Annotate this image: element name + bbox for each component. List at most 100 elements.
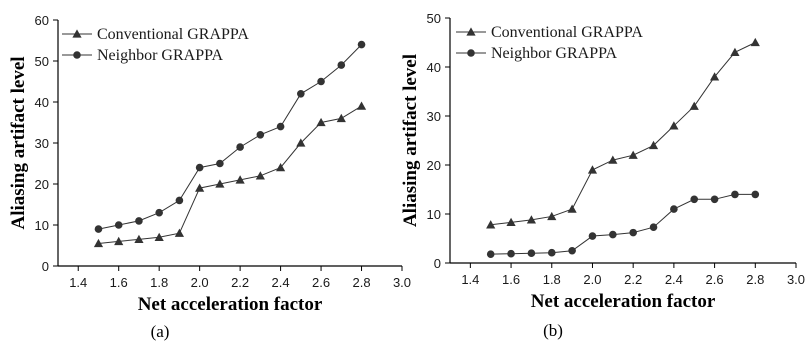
legend-label: Conventional GRAPPA <box>491 24 643 41</box>
x-axis-title: Net acceleration factor <box>138 294 323 315</box>
legend-marker <box>466 27 476 36</box>
data-point <box>547 211 557 221</box>
data-point <box>195 183 205 192</box>
legend-label: Conventional GRAPPA <box>97 26 249 43</box>
panel-b: 0 10 20 30 40 50 1.4 1.6 1.8 2.0 2.2 2.4 2.6 2.8 3.0 Ne… <box>400 11 805 340</box>
y-tick-label: 20 <box>427 158 441 173</box>
data-point <box>486 220 496 229</box>
data-point <box>297 90 305 98</box>
y-tick-label: 10 <box>35 218 49 233</box>
legend-item: Neighbor GRAPPA <box>456 45 618 62</box>
data-point <box>628 150 638 159</box>
data-point <box>195 163 204 172</box>
data-point <box>486 250 495 258</box>
x-axis-title: Net acceleration factor <box>531 291 716 312</box>
x-tick-label: 2.0 <box>191 275 209 290</box>
legend-marker <box>467 49 475 57</box>
data-point <box>609 230 617 239</box>
data-point <box>316 117 326 127</box>
x-tick-label: 1.4 <box>69 275 87 290</box>
legend-item: Neighbor GRAPPA <box>62 47 224 64</box>
data-point <box>731 190 739 199</box>
y-tick-label: 30 <box>427 109 441 124</box>
data-point <box>670 205 678 213</box>
data-point <box>175 196 184 205</box>
data-point <box>155 208 163 217</box>
data-point <box>114 221 123 229</box>
data-point <box>135 217 143 225</box>
y-tick-label: 40 <box>35 95 49 110</box>
legend-label: Neighbor GRAPPA <box>97 47 224 64</box>
x-tick-label: 2.4 <box>272 275 290 290</box>
x-tick-label: 3.0 <box>787 272 805 287</box>
x-tick-label: 2.8 <box>746 272 764 287</box>
legend-marker <box>73 51 81 59</box>
x-tick-label: 1.6 <box>502 272 520 287</box>
data-point <box>648 140 659 150</box>
panel-caption: (a) <box>151 322 170 341</box>
x-tick-label: 1.8 <box>543 272 561 287</box>
data-point <box>216 159 224 168</box>
y-axis-title: Aliasing artifact level <box>400 54 421 227</box>
data-point <box>317 77 325 86</box>
data-point <box>296 138 306 147</box>
data-point <box>547 248 556 257</box>
y-tick-label: 10 <box>427 207 441 222</box>
x-tick-label: 1.8 <box>150 275 168 290</box>
x-tick-label: 3.0 <box>393 275 411 290</box>
series-conventional-grappa <box>93 101 367 248</box>
series-neighbor-grappa <box>94 40 366 233</box>
series-line <box>98 44 362 230</box>
x-tick-label: 2.8 <box>352 275 370 290</box>
x-tick-label: 1.4 <box>461 272 479 287</box>
data-point <box>215 179 225 188</box>
data-point <box>356 101 367 110</box>
data-point <box>751 190 760 199</box>
x-tick-label: 2.2 <box>231 275 249 290</box>
panel-a: 0 10 20 30 40 50 60 1.4 1.6 1.8 2.0 2.2 2.4 2.6 2.8 3.0… <box>8 13 411 341</box>
data-point <box>526 215 537 224</box>
y-tick-label: 20 <box>35 177 49 192</box>
series-neighbor-grappa <box>486 190 760 258</box>
y-tick-label: 30 <box>35 136 49 151</box>
data-point <box>527 249 536 257</box>
data-point <box>276 122 285 131</box>
data-point <box>357 40 366 49</box>
data-point <box>506 217 516 227</box>
legend-label: Neighbor GRAPPA <box>491 45 618 62</box>
data-point <box>587 165 598 174</box>
data-point <box>154 232 164 241</box>
legend-item: Conventional GRAPPA <box>62 26 249 43</box>
data-point <box>507 249 515 258</box>
panel-caption: (b) <box>543 321 563 340</box>
data-point <box>93 238 104 248</box>
x-tick-label: 2.2 <box>624 272 642 287</box>
data-point <box>235 175 245 184</box>
y-tick-label: 50 <box>35 54 49 69</box>
data-point <box>750 37 760 47</box>
data-point <box>689 101 699 110</box>
x-tick-label: 2.4 <box>665 272 683 287</box>
data-point <box>669 121 679 130</box>
y-tick-label: 50 <box>427 11 441 26</box>
data-point <box>134 234 144 244</box>
data-point <box>629 228 637 237</box>
data-point <box>568 246 576 255</box>
data-point <box>649 223 658 232</box>
y-tick-label: 60 <box>35 13 49 28</box>
data-point <box>255 171 265 180</box>
legend-marker <box>72 29 82 38</box>
series-line <box>490 193 756 255</box>
y-axis-title: Aliasing artifact level <box>8 56 29 229</box>
series-conventional-grappa <box>486 37 760 229</box>
legend-item: Conventional GRAPPA <box>456 24 643 41</box>
data-point <box>608 155 618 164</box>
data-point <box>236 143 244 151</box>
data-point <box>94 225 103 233</box>
data-point <box>336 113 346 123</box>
y-tick-label: 0 <box>42 259 49 274</box>
data-point <box>730 47 740 56</box>
data-point <box>256 131 265 139</box>
data-point <box>588 232 597 240</box>
